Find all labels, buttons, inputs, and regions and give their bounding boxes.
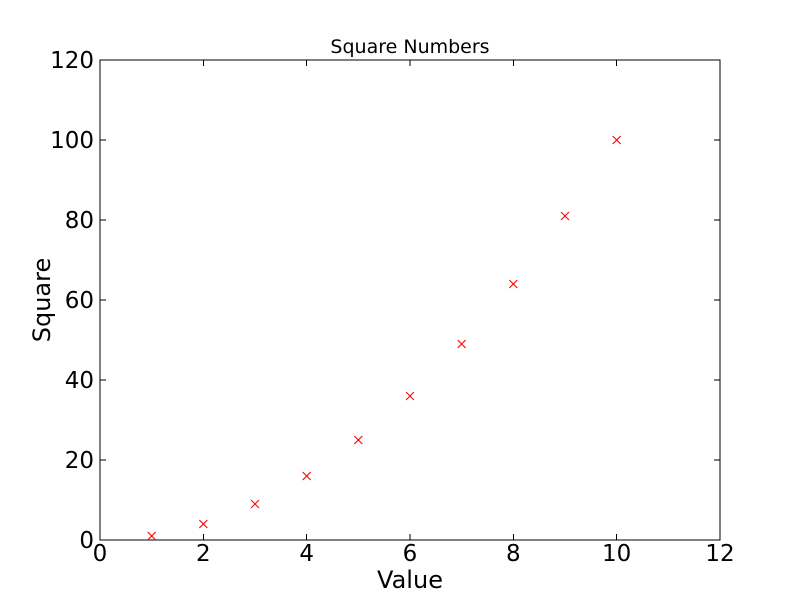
- x-tick-label: 4: [299, 541, 314, 567]
- x-tick-label: 2: [196, 541, 211, 567]
- data-point: [560, 211, 570, 221]
- data-point: [457, 339, 467, 349]
- x-axis-label: Value: [377, 566, 443, 594]
- data-point: [508, 279, 518, 289]
- y-tick-label: 40: [65, 368, 94, 394]
- data-point: [405, 391, 415, 401]
- x-tick-label: 6: [403, 541, 418, 567]
- axes-frame: [99, 59, 721, 541]
- y-axis-label: Square: [28, 258, 56, 343]
- x-tick-label: 10: [602, 541, 631, 567]
- x-tick-label: 8: [506, 541, 521, 567]
- x-tick-label: 0: [93, 541, 108, 567]
- y-tick-label: 80: [65, 208, 94, 234]
- y-tick-label: 100: [50, 128, 94, 154]
- data-point: [612, 135, 622, 145]
- tick-marks: [99, 59, 721, 541]
- data-point: [198, 519, 208, 529]
- y-tick-label: 0: [79, 528, 94, 554]
- data-point: [250, 499, 260, 509]
- plot-frame: [99, 59, 721, 541]
- data-point: [147, 531, 157, 541]
- y-tick-label: 20: [65, 448, 94, 474]
- data-point: [353, 435, 363, 445]
- chart-title: Square Numbers: [330, 36, 489, 58]
- x-tick-label: 12: [705, 541, 734, 567]
- y-tick-label: 120: [50, 48, 94, 74]
- y-tick-label: 60: [65, 288, 94, 314]
- data-point: [302, 471, 312, 481]
- data-points: [147, 135, 622, 541]
